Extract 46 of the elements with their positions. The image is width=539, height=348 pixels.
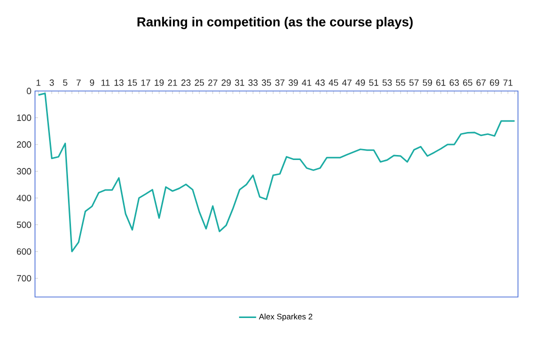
x-tick-label: 67 <box>476 79 486 86</box>
x-tick-label: 27 <box>208 80 218 86</box>
x-tick-label: 53 <box>382 79 392 86</box>
x-tick-label: 43 <box>315 79 325 86</box>
x-tick-label: 55 <box>396 80 406 86</box>
x-tick-label: 37 <box>275 79 284 86</box>
y-tick-label: 300 <box>16 168 32 174</box>
y-tick-label: 700 <box>16 275 32 282</box>
x-tick-label: 5 <box>63 80 68 86</box>
x-tick-label: 19 <box>154 79 164 86</box>
y-tick-label: 600 <box>16 248 32 255</box>
x-tick-label: 9 <box>90 79 94 86</box>
x-tick-label: 13 <box>114 79 124 86</box>
y-tick-label: 0 <box>26 88 32 94</box>
x-tick-label: 63 <box>450 79 459 86</box>
x-tick-label: 23 <box>181 79 191 86</box>
chart-title: Ranking in competition (as the course plays) <box>138 16 413 30</box>
x-tick-label: 61 <box>436 79 446 86</box>
x-tick-label: 71 <box>503 80 512 86</box>
x-tick-label: 11 <box>101 80 110 86</box>
y-tick-label: 100 <box>17 114 32 121</box>
x-tick-label: 17 <box>141 80 150 86</box>
x-tick-label: 69 <box>490 79 500 86</box>
x-tick-label: 15 <box>128 80 137 86</box>
legend-label: Alex Sparkes 2 <box>258 314 312 322</box>
x-tick-label: 29 <box>222 79 231 86</box>
x-tick-label: 33 <box>248 79 258 86</box>
x-tick-label: 51 <box>369 80 378 86</box>
x-tick-label: 3 <box>50 79 54 86</box>
x-tick-label: 47 <box>342 80 352 86</box>
x-tick-label: 7 <box>76 80 81 86</box>
y-tick-label: 400 <box>16 194 32 202</box>
x-tick-label: 65 <box>463 79 472 86</box>
x-tick-label: 25 <box>194 79 204 86</box>
x-tick-label: 45 <box>328 80 338 86</box>
x-tick-label: 49 <box>356 79 365 86</box>
y-tick-label: 200 <box>16 141 32 148</box>
x-tick-label: 35 <box>262 79 272 86</box>
x-tick-label: 39 <box>288 79 298 86</box>
y-tick-label: 500 <box>16 222 32 228</box>
x-tick-label: 1 <box>36 80 40 86</box>
x-tick-label: 41 <box>302 80 312 86</box>
x-tick-label: 57 <box>409 80 419 86</box>
x-tick-label: 21 <box>168 80 178 86</box>
x-tick-label: 59 <box>422 79 432 86</box>
x-tick-label: 31 <box>234 79 244 86</box>
